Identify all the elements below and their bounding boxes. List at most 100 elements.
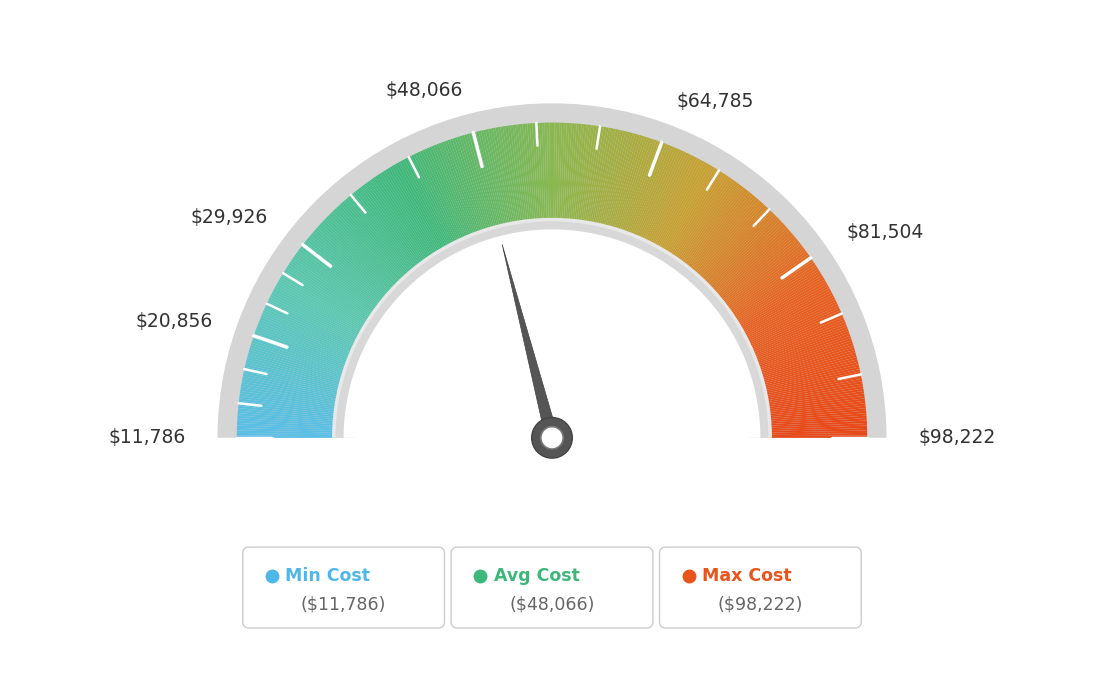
Wedge shape — [554, 123, 556, 221]
Wedge shape — [349, 195, 414, 272]
Wedge shape — [240, 391, 337, 407]
Wedge shape — [254, 333, 347, 368]
Wedge shape — [440, 142, 477, 235]
Wedge shape — [498, 127, 517, 224]
Wedge shape — [528, 124, 537, 221]
Wedge shape — [411, 155, 456, 244]
FancyBboxPatch shape — [452, 547, 652, 628]
Wedge shape — [745, 293, 832, 339]
Wedge shape — [338, 205, 406, 278]
Wedge shape — [243, 376, 339, 397]
Wedge shape — [371, 179, 428, 260]
Wedge shape — [508, 126, 523, 223]
Wedge shape — [601, 130, 626, 226]
Wedge shape — [357, 189, 418, 267]
Wedge shape — [721, 239, 798, 302]
Wedge shape — [287, 265, 371, 320]
Wedge shape — [305, 241, 382, 304]
Wedge shape — [769, 433, 868, 436]
Wedge shape — [397, 161, 447, 248]
Wedge shape — [296, 253, 376, 312]
Wedge shape — [278, 279, 364, 331]
Text: $11,786: $11,786 — [108, 428, 185, 447]
Wedge shape — [742, 284, 828, 333]
Wedge shape — [764, 371, 861, 394]
Wedge shape — [768, 403, 866, 415]
Wedge shape — [619, 138, 651, 232]
Wedge shape — [698, 205, 766, 278]
Wedge shape — [735, 269, 819, 323]
Wedge shape — [716, 231, 792, 297]
Wedge shape — [488, 128, 510, 225]
Wedge shape — [466, 134, 495, 229]
Circle shape — [541, 426, 563, 449]
Wedge shape — [758, 338, 852, 371]
Wedge shape — [732, 261, 814, 317]
Wedge shape — [739, 277, 825, 328]
Wedge shape — [246, 359, 341, 386]
Wedge shape — [241, 384, 338, 402]
Wedge shape — [392, 165, 443, 251]
Wedge shape — [263, 310, 353, 352]
Wedge shape — [676, 179, 733, 260]
Wedge shape — [623, 139, 657, 233]
Wedge shape — [631, 145, 670, 237]
Wedge shape — [682, 186, 743, 265]
Wedge shape — [766, 384, 863, 402]
Wedge shape — [728, 253, 808, 312]
Wedge shape — [243, 374, 339, 395]
Wedge shape — [237, 413, 336, 422]
Wedge shape — [677, 180, 735, 261]
Wedge shape — [675, 177, 731, 259]
Wedge shape — [237, 426, 335, 431]
Wedge shape — [332, 210, 402, 282]
Wedge shape — [754, 322, 846, 359]
Wedge shape — [348, 197, 412, 273]
Wedge shape — [576, 124, 590, 222]
Wedge shape — [518, 124, 530, 222]
Wedge shape — [337, 206, 404, 279]
Wedge shape — [280, 275, 365, 327]
Wedge shape — [747, 302, 837, 346]
Wedge shape — [753, 317, 845, 356]
Wedge shape — [245, 364, 341, 388]
Wedge shape — [469, 133, 497, 228]
Wedge shape — [373, 177, 429, 259]
Wedge shape — [502, 126, 520, 224]
Wedge shape — [768, 408, 866, 419]
Wedge shape — [290, 261, 372, 317]
Wedge shape — [332, 218, 772, 438]
Wedge shape — [555, 123, 560, 221]
Wedge shape — [630, 144, 668, 236]
Circle shape — [532, 417, 572, 458]
Wedge shape — [650, 157, 698, 245]
Wedge shape — [241, 386, 338, 404]
Wedge shape — [447, 139, 481, 233]
Wedge shape — [381, 172, 436, 255]
Text: $20,856: $20,856 — [135, 312, 212, 331]
Wedge shape — [724, 246, 804, 308]
Wedge shape — [417, 152, 461, 242]
Wedge shape — [760, 348, 854, 377]
Wedge shape — [265, 306, 354, 348]
Wedge shape — [420, 150, 463, 241]
Wedge shape — [733, 265, 817, 320]
Wedge shape — [584, 126, 602, 224]
Wedge shape — [238, 398, 337, 413]
Wedge shape — [640, 150, 682, 240]
Wedge shape — [524, 124, 535, 221]
Wedge shape — [340, 203, 407, 277]
Wedge shape — [664, 168, 716, 253]
Wedge shape — [331, 211, 401, 283]
Wedge shape — [248, 353, 343, 380]
Wedge shape — [753, 319, 845, 358]
Wedge shape — [683, 187, 745, 266]
Wedge shape — [573, 124, 584, 221]
Wedge shape — [593, 128, 614, 225]
Wedge shape — [686, 189, 747, 267]
Wedge shape — [459, 136, 490, 230]
Wedge shape — [248, 350, 343, 379]
Wedge shape — [396, 163, 446, 249]
Wedge shape — [704, 213, 775, 284]
Wedge shape — [346, 198, 411, 274]
